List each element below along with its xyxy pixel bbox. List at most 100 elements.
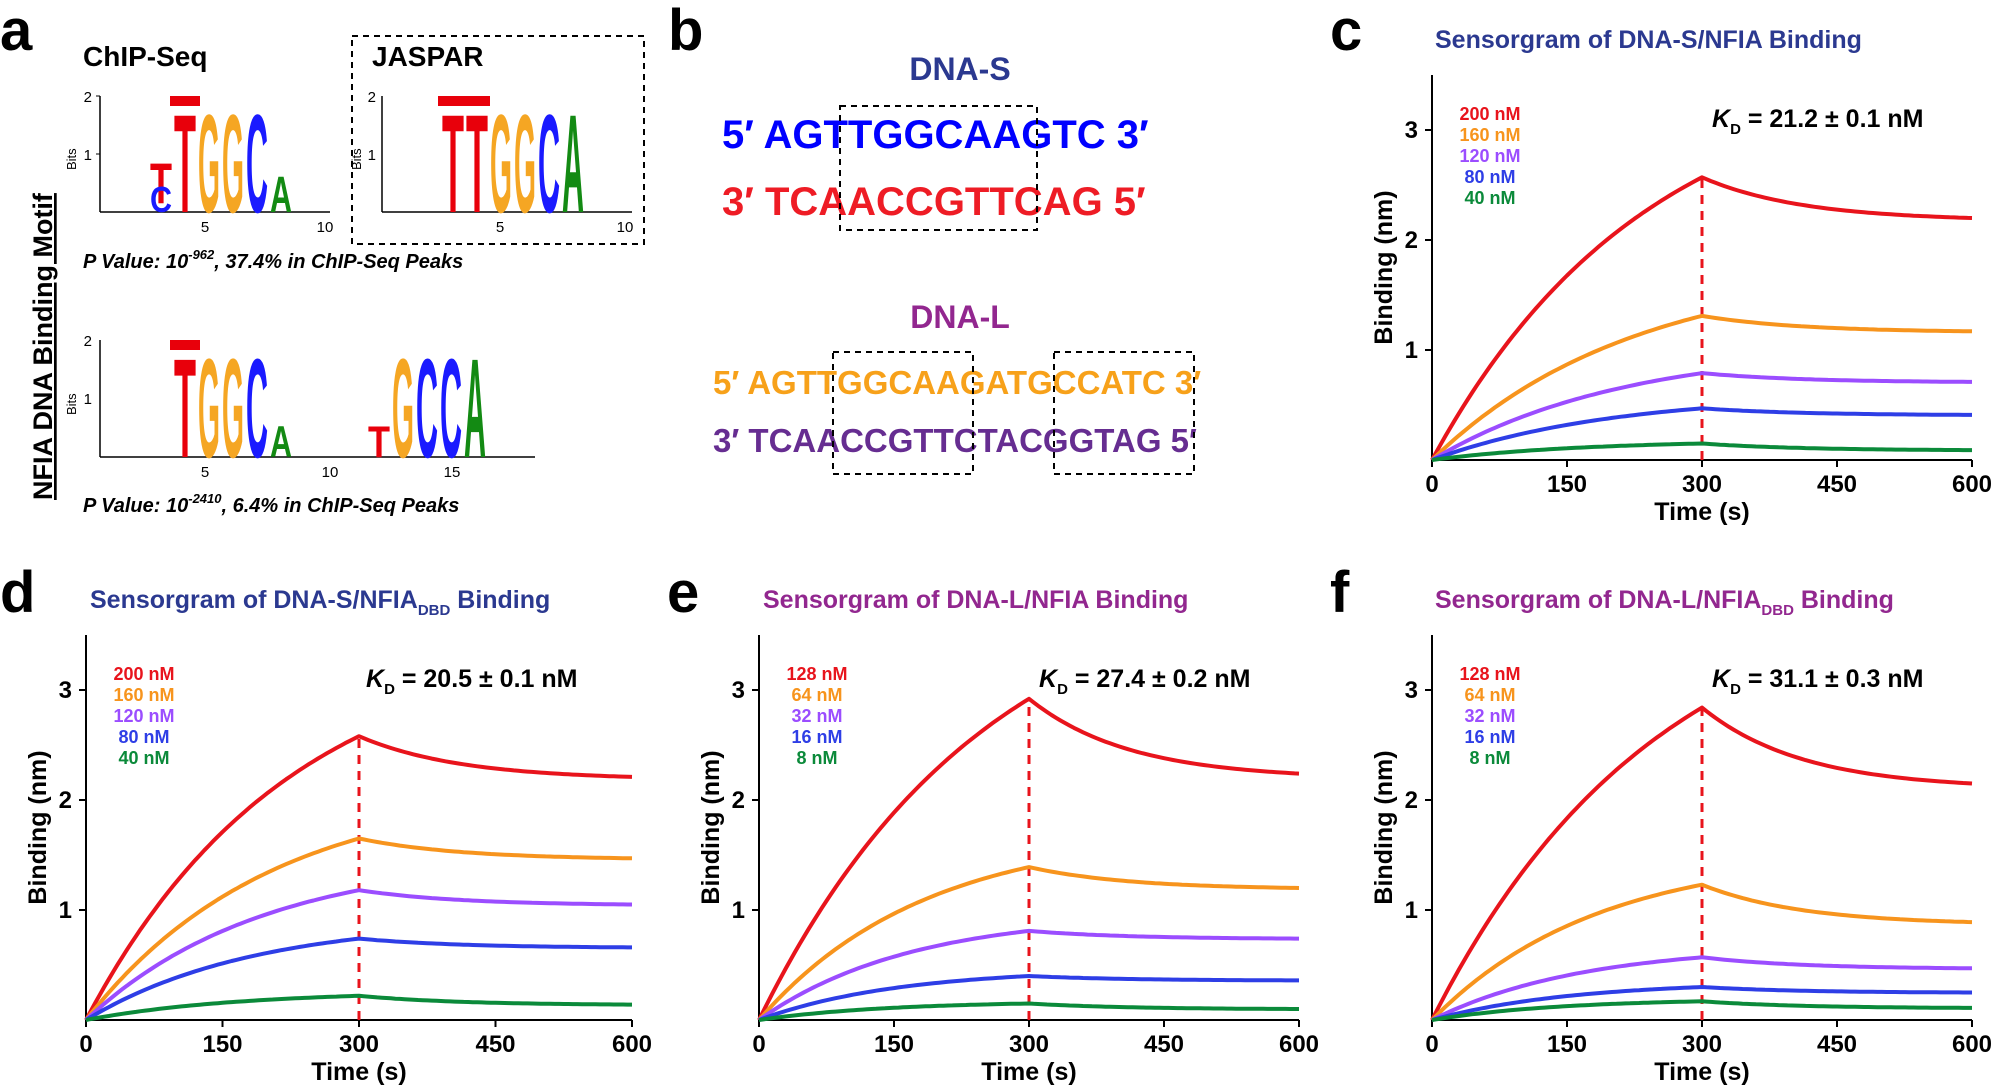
x-tick-label: 600 (1952, 1031, 1992, 1058)
kd-value: = 20.5 ± 0.1 nM (395, 665, 578, 693)
legend-entry: 16 nM (1464, 727, 1515, 747)
logo-letter-g: G (222, 329, 244, 487)
legend-entry: 120 nM (1459, 146, 1520, 166)
x-tick-label: 600 (612, 1031, 652, 1058)
panel-letter: c (1330, 0, 1362, 63)
dna-s-bottom-strand: 3′ TCAACCGTTCAG 5′ (722, 180, 1146, 224)
logo-letter-t: T (442, 85, 464, 243)
logo3-ytick-1: 1 (84, 391, 92, 408)
legend-entry: 120 nM (113, 706, 174, 726)
x-tick-label: 450 (1817, 471, 1857, 498)
logo-letter-g: G (198, 87, 220, 242)
series-line (1430, 371, 1972, 462)
logo3-bits-label: Bits (64, 393, 79, 415)
panel-letter: d (0, 560, 35, 625)
panel-d: d Sensorgram of DNA-S/NFIADBD Binding 0 150… (0, 560, 652, 1086)
legend-entry: 128 nM (786, 664, 847, 684)
chart-title-subscript: DBD (418, 602, 451, 619)
logo-letter-t: T (466, 85, 488, 243)
series-line (84, 888, 632, 1022)
legend-entry: 16 nM (791, 727, 842, 747)
x-tick-label: 450 (1817, 1031, 1857, 1058)
x-tick-label: 300 (1682, 1031, 1722, 1058)
series-line (1431, 985, 1972, 1022)
y-tick-label: 2 (1405, 227, 1418, 254)
kd-subscript: D (384, 681, 395, 698)
kd-subscript: D (1730, 681, 1741, 698)
legend-entry: 200 nM (113, 664, 174, 684)
chipseq-logo: 2 1 Bits 5 10 T C T G G C A (64, 85, 333, 243)
y-tick-label: 2 (1405, 787, 1418, 814)
logo1-ytick-1: 1 (84, 147, 92, 164)
y-axis-label: Binding (nm) (1370, 750, 1398, 904)
kd-value: = 31.1 ± 0.3 nM (1741, 665, 1924, 693)
series-line (1431, 406, 1972, 462)
dna-l-site-box-2 (1053, 351, 1195, 475)
series-line (1431, 999, 1972, 1022)
legend-entry: 32 nM (791, 706, 842, 726)
x-tick-label: 150 (874, 1031, 914, 1058)
x-axis-label: Time (s) (1654, 498, 1749, 526)
kd-value: = 27.4 ± 0.2 nM (1068, 665, 1251, 693)
dna-l-site-box-1 (832, 351, 974, 475)
logo-letter-c: C (416, 330, 438, 488)
chart-title-main: Sensorgram of DNA-S/NFIA Binding (1435, 26, 1862, 54)
panel-b-letter: b (668, 0, 703, 63)
legend-entry: 40 nM (118, 748, 169, 768)
logo-letter-g: G (222, 87, 244, 242)
logo2-xtick-10: 10 (617, 219, 634, 236)
x-tick-label: 150 (1547, 1031, 1587, 1058)
panel-c: c Sensorgram of DNA-S/NFIA Binding 0 150 300… (1330, 0, 1992, 526)
dna-l-title: DNA-L (910, 299, 1010, 335)
x-tick-label: 450 (475, 1031, 515, 1058)
legend-entry: 200 nM (1459, 104, 1520, 124)
dna-s-title: DNA-S (909, 51, 1010, 87)
series-line (758, 974, 1299, 1022)
legend-entry: 40 nM (1464, 188, 1515, 208)
x-axis-label: Time (s) (981, 1058, 1076, 1086)
kd-annotation: KD = 21.2 ± 0.1 nM (1712, 105, 1923, 138)
kd-symbol: K (1712, 665, 1732, 693)
long-motif-logo: 2 1 Bits 5 10 15 T G G C A T G C C A (64, 329, 535, 488)
dna-l-bottom-strand: 3′ TCAACCGTTCTACGGTAG 5′ (713, 422, 1197, 459)
logo3-ytick-2: 2 (84, 333, 92, 350)
series-line (84, 734, 633, 1021)
chart-title-main: Sensorgram of DNA-S/NFIA (90, 586, 418, 614)
panel-e: e Sensorgram of DNA-L/NFIA Binding 0 150 300… (667, 560, 1319, 1086)
logo-letter-c: C (246, 86, 268, 242)
logo1-bits-label: Bits (64, 148, 79, 170)
logo1-xtick-5: 5 (201, 219, 209, 236)
y-tick-label: 1 (1405, 897, 1418, 924)
dna-s-site-box (839, 105, 1038, 231)
kd-subscript: D (1730, 121, 1741, 138)
logo-letter-g: G (198, 329, 220, 487)
logo-letter-c: C (150, 181, 172, 221)
logo2-title: JASPAR (372, 41, 484, 72)
y-tick-label: 2 (732, 787, 745, 814)
logo-letter-g: G (490, 87, 512, 242)
logo-letter-g: G (392, 329, 414, 487)
logo-letter-t: T (174, 85, 196, 243)
series-line (1430, 882, 1973, 1022)
series-line (1430, 175, 1973, 461)
chart-title: Sensorgram of DNA-L/NFIADBD Binding (1435, 586, 1894, 619)
dna-l-top-strand: 5′ AGTTGGCAAGATGCCATC 3′ (713, 364, 1201, 401)
chart-title-main: Sensorgram of DNA-L/NFIA (1435, 586, 1761, 614)
series-line (1431, 955, 1972, 1022)
legend-entry: 64 nM (791, 685, 842, 705)
logo3-xtick-10: 10 (322, 464, 339, 481)
motif-side-label: NFIA DNA Binding Motif (28, 192, 58, 500)
chart-title-tail: Binding (1794, 586, 1894, 614)
y-tick-label: 3 (59, 677, 72, 704)
panel-a-letter: a (0, 0, 33, 63)
legend-entry: 8 nM (1469, 748, 1510, 768)
kd-annotation: KD = 27.4 ± 0.2 nM (1039, 665, 1250, 698)
panel-letter: e (667, 560, 699, 625)
logo2-bits-label: Bits (349, 148, 364, 170)
y-tick-label: 1 (1405, 337, 1418, 364)
logo-letter-a: A (270, 166, 292, 223)
y-axis-label: Binding (nm) (1370, 190, 1398, 344)
logo-letter-g: G (514, 87, 536, 242)
y-tick-label: 1 (59, 897, 72, 924)
